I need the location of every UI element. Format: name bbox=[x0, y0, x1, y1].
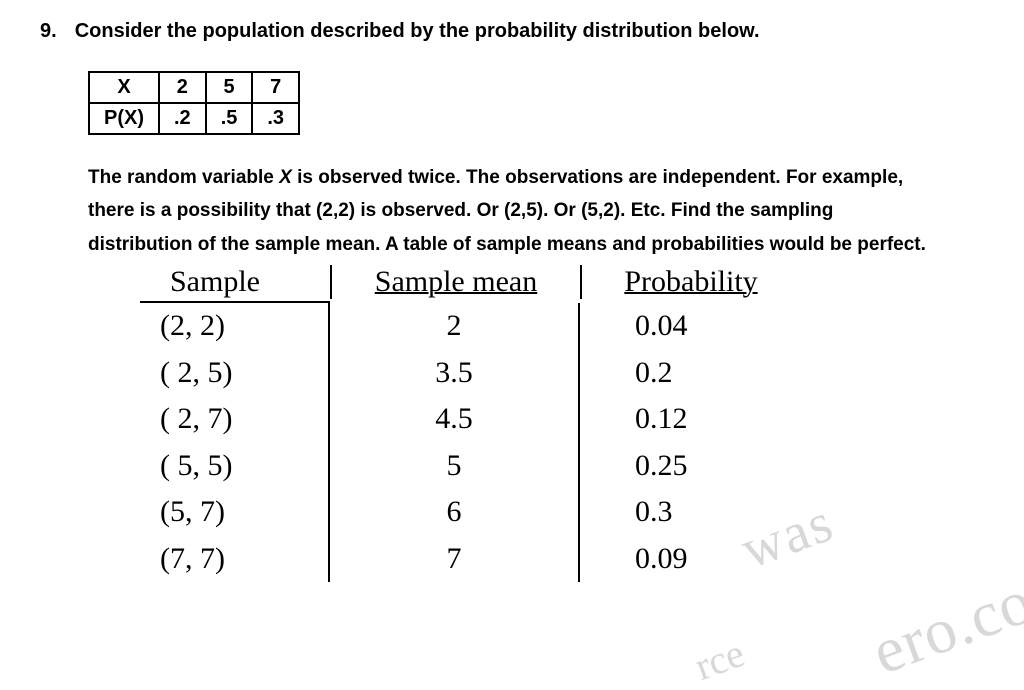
header-probability: Probability bbox=[624, 265, 757, 298]
question-number: 9. bbox=[40, 20, 57, 43]
table-cell: .2 bbox=[159, 103, 206, 134]
cell-mean: 6 bbox=[330, 489, 580, 536]
question-header: 9. Consider the population described by … bbox=[40, 20, 984, 43]
cell-prob: 0.25 bbox=[580, 443, 800, 490]
cell-prob: 0.3 bbox=[580, 489, 800, 536]
cell-prob: 0.04 bbox=[580, 303, 800, 350]
table-row: ( 2, 7) 4.5 0.12 bbox=[140, 396, 984, 443]
header-sample: Sample bbox=[140, 265, 330, 299]
header-sample-mean: Sample mean bbox=[375, 265, 537, 298]
table-cell: X bbox=[89, 72, 159, 103]
cell-prob: 0.09 bbox=[580, 536, 800, 583]
body-line-2: there is a possibility that (2,2) is obs… bbox=[88, 196, 984, 225]
body-line-3: distribution of the sample mean. A table… bbox=[88, 230, 984, 259]
table-cell: P(X) bbox=[89, 103, 159, 134]
cell-sample: ( 2, 7) bbox=[140, 396, 330, 443]
cell-mean: 3.5 bbox=[330, 350, 580, 397]
cell-sample: (7, 7) bbox=[140, 536, 330, 583]
body-line-1: The random variable X is observed twice.… bbox=[88, 163, 984, 192]
table-row: X 2 5 7 bbox=[89, 72, 299, 103]
handwritten-table: Sample Sample mean Probability (2, 2) 2 … bbox=[140, 265, 984, 582]
cell-mean: 2 bbox=[330, 303, 580, 350]
watermark-text: rce bbox=[689, 629, 751, 690]
cell-mean: 4.5 bbox=[330, 396, 580, 443]
table-row: P(X) .2 .5 .3 bbox=[89, 103, 299, 134]
table-row: (7, 7) 7 0.09 bbox=[140, 536, 984, 583]
text-fragment: The random variable bbox=[88, 167, 279, 188]
cell-sample: ( 5, 5) bbox=[140, 443, 330, 490]
table-row: (5, 7) 6 0.3 bbox=[140, 489, 984, 536]
cell-prob: 0.12 bbox=[580, 396, 800, 443]
text-fragment: is observed twice. The observations are … bbox=[292, 167, 903, 188]
table-cell: 7 bbox=[252, 72, 299, 103]
cell-mean: 7 bbox=[330, 536, 580, 583]
handwritten-header-row: Sample Sample mean Probability bbox=[140, 265, 984, 299]
table-cell: .3 bbox=[252, 103, 299, 134]
cell-sample: (2, 2) bbox=[140, 303, 330, 350]
cell-sample: ( 2, 5) bbox=[140, 350, 330, 397]
table-row: ( 5, 5) 5 0.25 bbox=[140, 443, 984, 490]
table-cell: 5 bbox=[206, 72, 253, 103]
question-prompt: Consider the population described by the… bbox=[75, 20, 760, 43]
table-cell: 2 bbox=[159, 72, 206, 103]
table-row: (2, 2) 2 0.04 bbox=[140, 303, 984, 350]
cell-mean: 5 bbox=[330, 443, 580, 490]
variable-x: X bbox=[279, 167, 292, 188]
probability-distribution-table: X 2 5 7 P(X) .2 .5 .3 bbox=[88, 71, 300, 135]
cell-sample: (5, 7) bbox=[140, 489, 330, 536]
table-cell: .5 bbox=[206, 103, 253, 134]
cell-prob: 0.2 bbox=[580, 350, 800, 397]
table-row: ( 2, 5) 3.5 0.2 bbox=[140, 350, 984, 397]
